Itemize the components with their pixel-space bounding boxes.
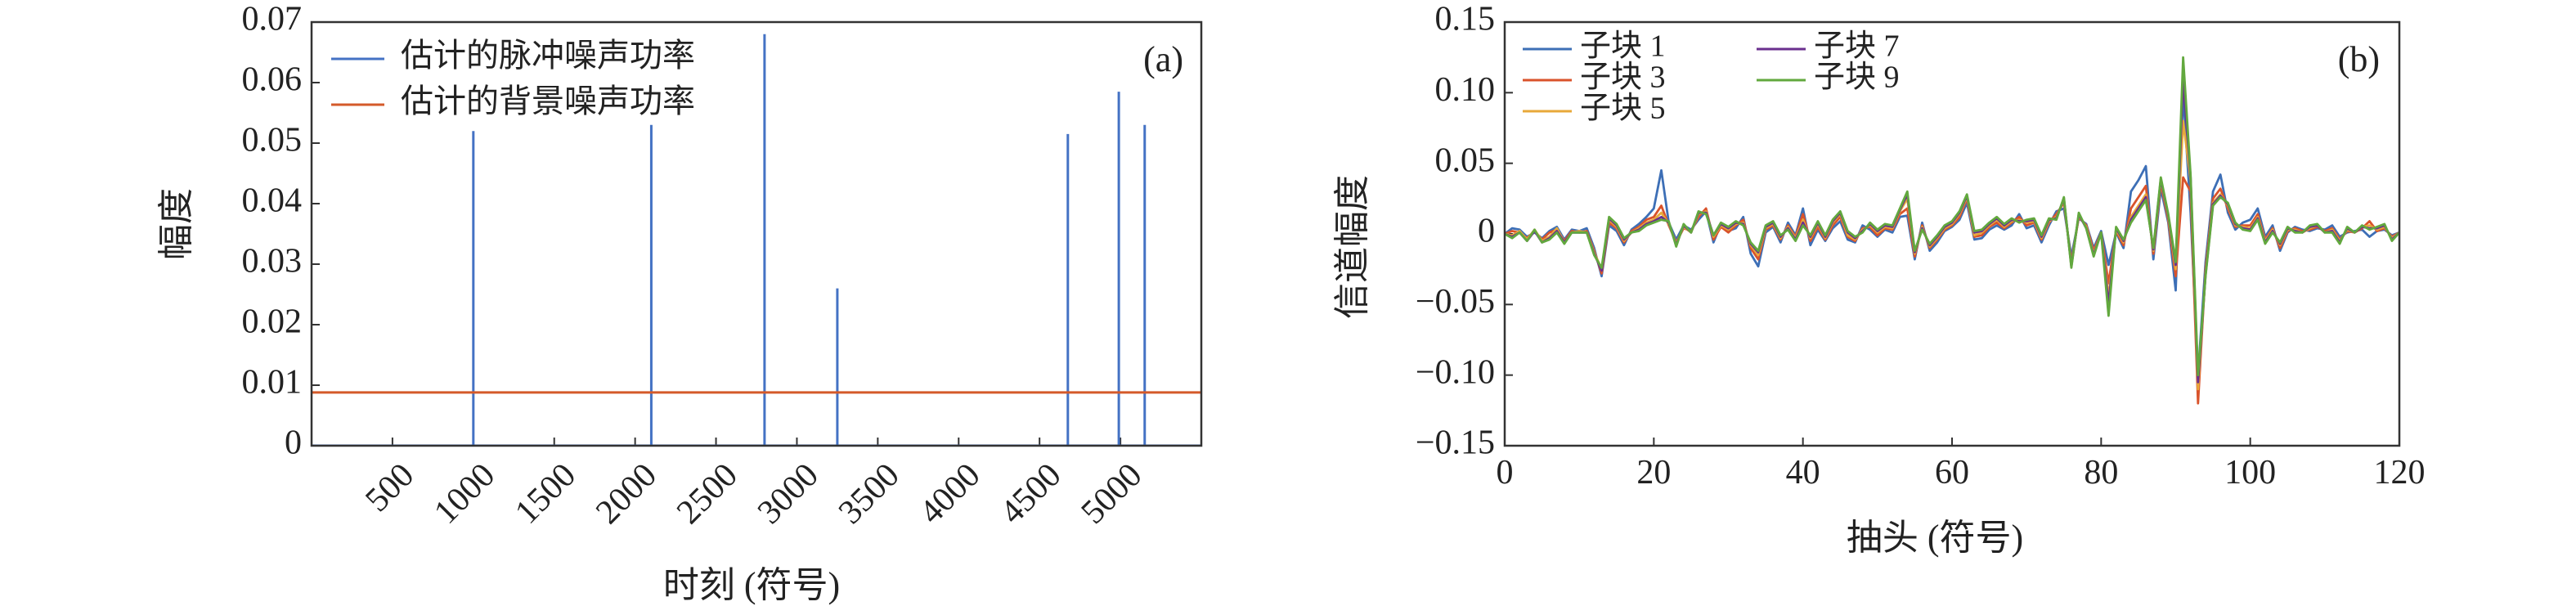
b-ytick-label: 0.15	[1435, 1, 1496, 38]
a-xtick-label: 2500	[670, 456, 745, 532]
b-panel-label: (b)	[2338, 39, 2380, 79]
a-ytick-label: 0.01	[242, 364, 303, 402]
b-series-line	[1505, 176, 2399, 405]
b-xtick-label: 40	[1786, 454, 1820, 492]
b-plot-frame	[1503, 20, 2401, 447]
b-series-line	[1505, 56, 2399, 377]
b-xtick-label: 60	[1935, 454, 1969, 492]
b-xtick-label: 120	[2374, 454, 2426, 492]
b-legend-label: 子块 3	[1580, 61, 1666, 95]
b-xtick-label: 20	[1636, 454, 1671, 492]
a-ytick-label: 0.02	[242, 303, 303, 341]
b-ylabel: 信道幅度	[1332, 175, 1372, 319]
b-ytick-label: 0.05	[1435, 141, 1496, 179]
a-xtick-label: 3500	[832, 456, 907, 532]
b-xtick-label: 80	[2084, 454, 2118, 492]
a-xlabel: 时刻 (符号)	[663, 565, 840, 605]
a-plot-frame	[310, 20, 1203, 447]
b-ytick-label: −0.15	[1416, 424, 1495, 462]
panel-a: 幅度 时刻 (符号) 0 0.01 0.02 0.03 0.04 0.05 0.06 0.07…	[156, 1, 1203, 605]
a-xtick-label: 500	[358, 456, 421, 519]
a-xtick-label: 3000	[751, 456, 826, 532]
b-ytick-label: 0	[1478, 213, 1495, 250]
b-ytick-label: 0.10	[1435, 71, 1496, 109]
a-xtick-label: 4000	[913, 456, 988, 532]
a-ylabel: 幅度	[156, 188, 196, 260]
a-legend-label: 估计的背景噪声功率	[401, 83, 695, 119]
a-ytick-label: 0.07	[242, 1, 303, 38]
a-xtick-label: 4500	[994, 456, 1069, 532]
b-series-line	[1505, 91, 2399, 377]
b-xtick-label: 100	[2224, 454, 2276, 492]
a-ytick-label: 0.03	[242, 243, 303, 281]
b-legend-label: 子块 1	[1580, 29, 1666, 64]
b-ytick-label: −0.05	[1416, 283, 1495, 321]
a-ytick-label: 0.06	[242, 61, 303, 99]
b-legend-label: 子块 5	[1580, 92, 1666, 126]
a-ytick-label: 0	[285, 424, 302, 462]
a-legend-label: 估计的脉冲噪声功率	[401, 37, 695, 74]
a-ytick-label: 0.04	[242, 182, 303, 220]
a-ytick-label: 0.05	[242, 122, 303, 159]
b-legend: 子块 1子块 3子块 5 子块 7子块 9	[1523, 29, 1900, 126]
a-xtick-label: 1500	[508, 456, 583, 532]
b-xtick-label: 0	[1497, 454, 1514, 492]
a-xtick-label: 5000	[1075, 456, 1150, 532]
b-ytick-label: −0.10	[1416, 353, 1495, 391]
b-series-line	[1505, 119, 2399, 391]
a-panel-label: (a)	[1143, 39, 1183, 79]
a-xtick-label: 1000	[427, 456, 502, 532]
a-xtick-label: 2000	[589, 456, 664, 532]
panel-b: 信道幅度 抽头 (符号) 0.15 0.10 0.05 0 −0.05 −0.10 −0.1…	[1332, 1, 2425, 558]
b-xlabel: 抽头 (符号)	[1847, 518, 2023, 558]
b-legend-label: 子块 7	[1814, 29, 1900, 64]
b-legend-label: 子块 9	[1814, 61, 1900, 95]
